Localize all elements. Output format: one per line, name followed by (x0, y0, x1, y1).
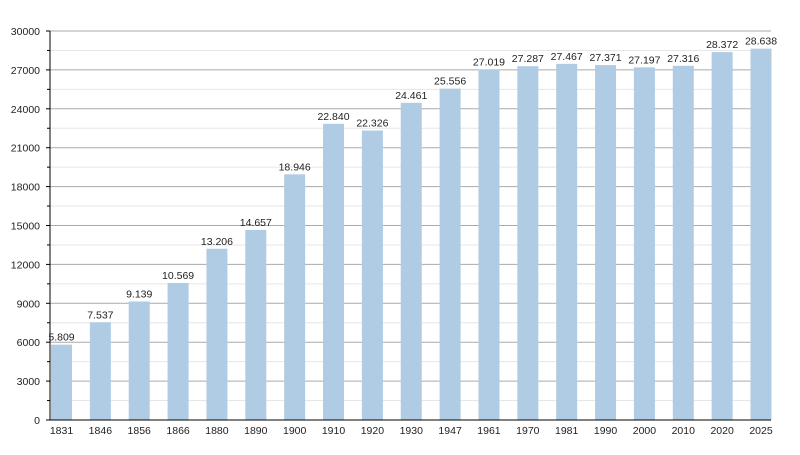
bar-1856 (128, 301, 150, 420)
x-tick-label: 2020 (710, 425, 734, 437)
data-label: 7.537 (87, 309, 113, 321)
data-label: 5.809 (48, 332, 74, 344)
y-tick-label: 27000 (11, 65, 40, 77)
data-label: 27.287 (512, 53, 544, 65)
data-label: 18.946 (279, 161, 311, 173)
bar-1947 (439, 88, 461, 420)
x-tick-label: 1866 (166, 425, 190, 437)
y-tick-label: 6000 (17, 337, 41, 349)
axes (49, 31, 771, 421)
data-label: 28.638 (745, 36, 777, 48)
x-tick-label: 1930 (400, 425, 424, 437)
bar-2025 (750, 48, 772, 421)
data-label: 27.371 (589, 52, 621, 64)
data-label: 25.556 (434, 76, 466, 88)
data-label: 27.467 (551, 51, 583, 63)
bar-2020 (711, 52, 733, 420)
bar-1970 (517, 66, 539, 421)
y-tick-label: 3000 (17, 376, 41, 388)
x-tick-label: 1990 (594, 425, 618, 437)
bar-1880 (206, 248, 228, 420)
data-label: 27.316 (667, 53, 699, 65)
bar-1920 (361, 130, 383, 420)
x-tick-label: 1846 (89, 425, 113, 437)
y-tick-label: 30000 (11, 26, 40, 38)
bar-1831 (51, 344, 72, 420)
y-tick-label: 15000 (11, 221, 40, 233)
data-label: 27.197 (628, 54, 660, 66)
y-tick-label: 12000 (11, 259, 40, 271)
y-tick-label: 21000 (11, 143, 40, 155)
data-label: 27.019 (473, 57, 505, 69)
x-tick-label: 1961 (477, 425, 501, 437)
bar-1910 (323, 123, 345, 420)
data-label: 28.372 (706, 39, 738, 51)
data-labels: 5.809 7.537 9.139 10.569 13.206 14.657 18.946 2… (48, 36, 777, 344)
x-tick-label: 1900 (283, 425, 307, 437)
x-tick-label: 1947 (438, 425, 462, 437)
bar-2010 (672, 65, 694, 420)
bar-1990 (595, 65, 617, 421)
x-tick-label: 1890 (244, 425, 268, 437)
x-tick-label: 1981 (555, 425, 579, 437)
bar-1900 (284, 174, 306, 420)
x-tick-label: 1831 (50, 425, 74, 437)
bar-1961 (478, 69, 500, 421)
bar-1866 (167, 282, 189, 420)
data-label: 22.840 (317, 111, 349, 123)
data-label: 24.461 (395, 90, 427, 102)
y-tick-label: 0 (34, 415, 40, 427)
data-label: 10.569 (162, 270, 194, 282)
bar-2000 (633, 67, 655, 420)
y-tick-label: 18000 (11, 182, 40, 194)
x-tick-label: 1880 (205, 425, 229, 437)
bar-1846 (89, 322, 111, 420)
data-label: 9.139 (126, 288, 152, 300)
x-tick-label: 1970 (516, 425, 540, 437)
y-tick-label: 9000 (17, 298, 41, 310)
bar-1890 (245, 229, 267, 420)
x-tick-label: 2025 (749, 425, 773, 437)
x-tick-label: 1910 (322, 425, 346, 437)
bars (51, 48, 772, 421)
y-tick-label: 24000 (11, 104, 40, 116)
x-tick-labels: 1831 1846 1856 1866 1880 1890 1900 1910 1920 1930… (50, 425, 773, 437)
x-tick-label: 1856 (128, 425, 152, 437)
y-tick-labels: 0 3000 6000 9000 12000 15000 18000 21000 24000 27… (11, 26, 40, 427)
bar-1981 (556, 63, 578, 420)
data-label: 13.206 (201, 236, 233, 248)
bar-1930 (400, 102, 422, 421)
data-label: 22.326 (356, 118, 388, 130)
x-tick-label: 1920 (361, 425, 385, 437)
data-label: 14.657 (240, 217, 272, 229)
x-tick-label: 2000 (633, 425, 657, 437)
x-tick-label: 2010 (672, 425, 696, 437)
